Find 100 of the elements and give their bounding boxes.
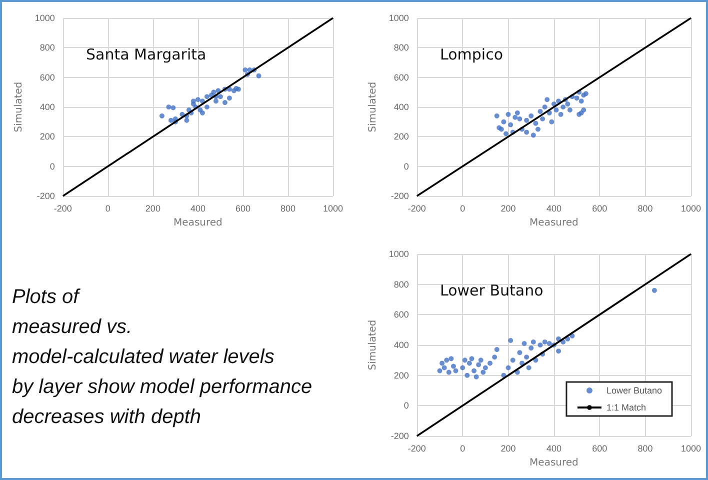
x-tick-label: 200	[500, 204, 516, 214]
x-tick-label: 600	[592, 444, 608, 454]
text: Plots of	[12, 285, 82, 310]
point	[535, 126, 540, 132]
point	[528, 113, 534, 118]
y-tick-label: 1000	[388, 13, 409, 23]
point	[504, 131, 508, 136]
point	[574, 96, 580, 101]
point	[544, 97, 550, 102]
point	[448, 356, 454, 362]
x-tick-label: 0	[460, 204, 466, 214]
x-tick-label: 800	[638, 204, 653, 214]
point	[508, 122, 514, 128]
point	[222, 100, 228, 106]
point	[242, 67, 248, 72]
point	[542, 104, 548, 110]
y-tick-label: 800	[394, 279, 409, 290]
y-tick-label: 200	[394, 370, 409, 380]
point	[453, 368, 458, 374]
y-tick-label: 0	[50, 161, 55, 172]
point	[469, 356, 474, 362]
point	[540, 116, 546, 122]
point	[506, 365, 511, 370]
point	[170, 105, 176, 110]
point	[464, 372, 470, 378]
point	[530, 132, 536, 138]
x-tick-label: 400	[546, 444, 562, 454]
point	[558, 112, 564, 117]
point	[482, 365, 488, 370]
y-tick-label: 0	[404, 400, 409, 411]
point	[218, 94, 223, 100]
point	[476, 362, 482, 368]
point	[184, 118, 190, 123]
y-tick-label: 1000	[34, 13, 55, 23]
point	[524, 118, 530, 123]
point	[492, 354, 498, 360]
point	[166, 104, 172, 110]
point	[450, 364, 456, 369]
point	[512, 114, 518, 120]
point	[446, 370, 452, 375]
point	[538, 108, 543, 114]
point	[444, 358, 450, 363]
x-tick-label: 1000	[680, 444, 702, 454]
x-axis-title: Measured	[174, 218, 222, 228]
text: Santa Margarita	[86, 46, 206, 64]
point	[533, 120, 538, 126]
x-tick-label: -200	[54, 204, 72, 214]
y-tick-label: -200	[36, 191, 55, 201]
point	[578, 98, 584, 104]
y-axis-title: Simulated	[368, 320, 378, 370]
y-tick-label: 600	[394, 72, 409, 82]
point	[524, 130, 530, 135]
y-tick-label: 800	[40, 42, 55, 53]
x-tick-label: 200	[145, 204, 160, 214]
point	[204, 104, 210, 110]
point	[226, 96, 232, 101]
point	[190, 98, 196, 104]
point	[528, 346, 534, 351]
point	[494, 347, 500, 352]
point	[542, 339, 548, 344]
x-tick-label: 1000	[322, 204, 344, 214]
y-tick-label: 800	[394, 42, 409, 53]
point	[506, 112, 511, 117]
x-tick-label: 400	[190, 204, 206, 214]
point	[514, 110, 520, 116]
point	[530, 339, 536, 344]
point	[526, 365, 532, 370]
point	[510, 358, 516, 363]
x-tick-label: 200	[500, 444, 516, 454]
point	[460, 365, 466, 370]
point	[554, 107, 559, 112]
y-tick-label: 600	[40, 72, 55, 82]
point	[519, 360, 524, 366]
x-tick-label: 1000	[680, 204, 702, 214]
point	[211, 90, 216, 95]
text: by layer show model performance	[12, 375, 314, 400]
y-tick-label: 600	[394, 310, 409, 320]
point	[501, 119, 506, 124]
x-tick-label: 800	[280, 204, 296, 214]
point	[213, 98, 218, 104]
point	[437, 368, 442, 374]
x-tick-label: 600	[592, 204, 608, 214]
x-tick-label: 600	[235, 204, 250, 214]
point	[159, 113, 164, 118]
y-tick-label: 400	[394, 340, 409, 350]
text: Lompico	[440, 46, 503, 64]
point	[200, 110, 205, 116]
y-tick-label: 1000	[388, 249, 409, 259]
y-tick-label: 200	[394, 132, 409, 142]
point	[195, 97, 200, 102]
y-axis-title: Simulated	[368, 82, 378, 132]
point	[565, 102, 570, 107]
y-tick-label: -200	[390, 191, 409, 201]
point	[581, 107, 586, 112]
point	[472, 368, 477, 374]
point	[204, 94, 210, 100]
point	[549, 119, 554, 124]
text: measured vs.	[12, 315, 134, 340]
point	[517, 350, 522, 356]
point	[546, 340, 552, 346]
